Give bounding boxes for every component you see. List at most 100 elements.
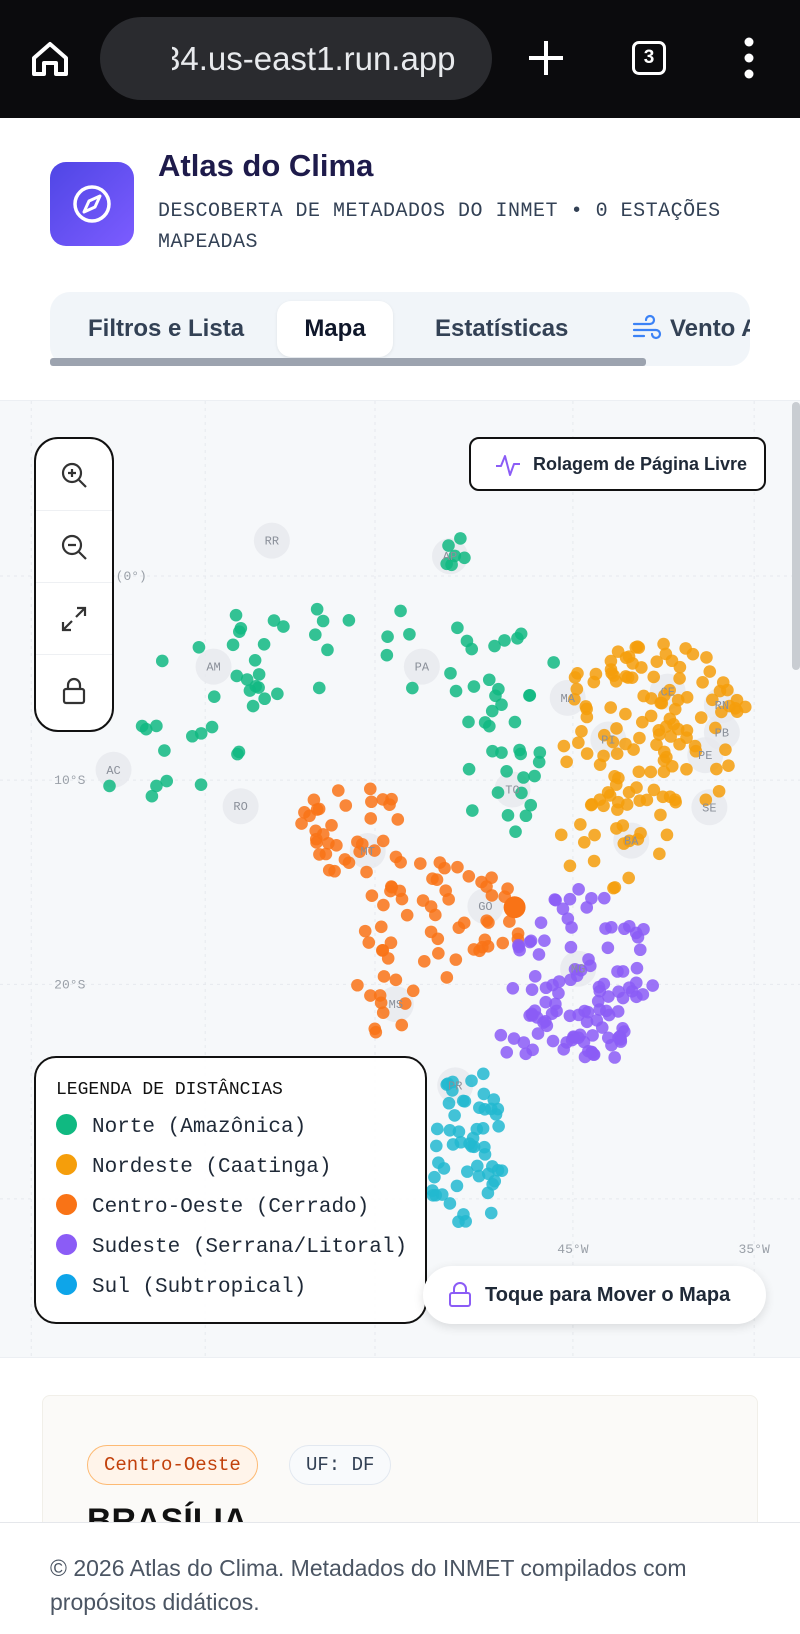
address-bar[interactable]: 34.us-east1.run.app [100,17,492,100]
station-dot [619,707,632,721]
station-dot [465,1074,478,1088]
station-dot [612,985,625,999]
station-dot [575,725,588,738]
station-dot [484,1206,498,1220]
tab[interactable]: Estatísticas [435,315,569,342]
coordinate-label: 35°W [739,1242,770,1257]
coordinate-label: 20°S [54,977,85,992]
state-label: PB [715,726,729,740]
state-pad [222,788,259,825]
station-dot [398,997,412,1010]
station-dot [560,755,573,769]
station-dot [627,743,640,756]
station-dot [406,681,419,695]
station-dot [552,986,565,1000]
station-dot [150,779,163,793]
station-dot [580,901,594,914]
menu-icon[interactable] [744,37,754,79]
station-dot [632,765,646,779]
station-dot [467,1140,481,1154]
zoom-in-button[interactable] [36,439,112,511]
legend-item: Nordeste (Caatinga) [56,1154,331,1179]
station-dot [515,786,528,800]
home-icon[interactable] [32,42,68,76]
station-dot [679,642,692,655]
tab[interactable]: Vento A [670,315,750,342]
legend-item: Sudeste (Serrana/Litoral) [56,1234,407,1259]
station-dot [572,1031,585,1044]
zoom-out-button[interactable] [36,511,112,583]
station-dot [614,1035,628,1048]
station-dot [606,735,620,749]
tab-active[interactable]: Mapa [277,301,393,357]
station-dot [395,1018,409,1032]
station-dot [557,739,571,753]
station-dot [451,860,464,874]
station-dot [295,817,308,830]
station-dot [322,836,335,850]
station-dot [385,880,398,893]
station-dot [680,724,694,737]
station-dot [458,551,471,565]
station-dot [511,927,525,940]
station-dot [607,881,620,895]
station-dot [660,750,673,764]
station-dot [243,684,257,697]
station-dot [601,1031,615,1045]
selected-station [503,896,526,919]
scroll-mode-button[interactable]: Rolagem de Página Livre [469,437,766,491]
fit-button[interactable] [36,583,112,655]
new-tab-icon[interactable] [529,41,563,75]
station-dot [383,798,396,812]
station-dot [595,1021,609,1034]
station-dot [574,818,587,831]
legend-label: Sul (Subtropical) [92,1276,307,1299]
station-dot [563,859,577,873]
station-dot [696,676,709,689]
station-dot [360,865,373,879]
state-label: PI [601,734,615,748]
lock-button[interactable] [36,655,112,727]
station-dot [538,934,551,947]
station-dot [667,717,680,731]
station-dot [512,940,526,954]
station-dot [631,832,645,846]
station-dot [673,737,686,751]
pulse-icon [496,455,520,476]
station-dot [322,863,336,877]
station-dot [528,1004,542,1017]
tab[interactable]: Filtros e Lista [88,315,245,342]
station-dot [565,921,578,934]
station-dot [658,689,671,702]
map[interactable]: RR AP AM PA MA CE RN PB PE SE PI AC RO TO BA MT GO MG MS PR… [0,400,800,1359]
legend-swatch [56,1234,77,1255]
state-label: CE [661,686,675,700]
station-dot [355,837,369,851]
station-dot [310,803,324,816]
tab-count[interactable]: 3 [632,41,666,75]
station-dot [498,634,511,647]
station-dot [158,744,171,757]
station-dot [482,673,496,687]
station-dot [650,738,663,751]
station-dot [395,892,409,906]
station-dot [506,981,520,995]
station-dot [424,925,438,939]
station-dot [673,672,686,685]
station-dot [525,983,539,996]
move-map-button[interactable]: Toque para Mover o Mapa [423,1266,766,1324]
station-dot [381,630,394,644]
station-dot [699,793,713,807]
station-dot [426,1184,439,1197]
station-dot [514,627,528,641]
station-dot [647,670,661,684]
station-dot [588,828,601,842]
station-dot [593,1003,606,1016]
station-dot [406,984,420,998]
station-dot [568,692,581,706]
state-label: MT [361,845,375,859]
station-dot [433,856,447,869]
station-dot [363,782,377,796]
station-dot [523,689,537,702]
